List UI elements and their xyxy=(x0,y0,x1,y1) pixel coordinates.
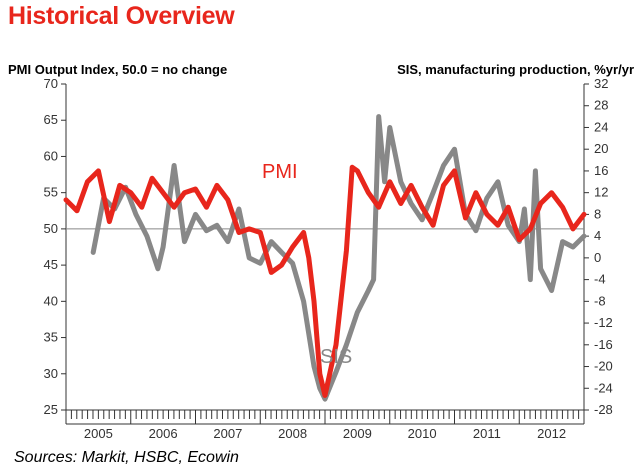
right-axis-title: SIS, manufacturing production, %yr/yr xyxy=(397,62,634,77)
right-tick-label: 28 xyxy=(594,98,608,113)
left-tick-label: 35 xyxy=(44,330,58,345)
year-label: 2011 xyxy=(473,426,501,441)
series-label-pmi: PMI xyxy=(262,161,298,183)
right-tick-label: -8 xyxy=(594,293,606,308)
left-tick-label: 60 xyxy=(44,148,58,163)
year-label: 2012 xyxy=(537,426,566,441)
left-tick-label: 55 xyxy=(44,185,58,200)
right-tick-label: 32 xyxy=(594,76,608,91)
left-axis-title: PMI Output Index, 50.0 = no change xyxy=(8,62,228,77)
left-tick-label: 70 xyxy=(44,76,58,91)
year-label: 2005 xyxy=(84,426,113,441)
source-note: Sources: Markit, HSBC, Ecowin xyxy=(14,449,239,466)
right-tick-label: 4 xyxy=(594,228,601,243)
right-tick-label: -24 xyxy=(594,380,613,395)
right-tick-label: -20 xyxy=(594,359,613,374)
year-label: 2009 xyxy=(343,426,372,441)
right-tick-label: 12 xyxy=(594,185,608,200)
year-label: 2008 xyxy=(278,426,307,441)
left-tick-label: 45 xyxy=(44,257,58,272)
right-tick-label: 16 xyxy=(594,163,608,178)
right-tick-label: -16 xyxy=(594,337,613,352)
left-tick-label: 50 xyxy=(44,221,58,236)
right-tick-label: 8 xyxy=(594,206,601,221)
right-tick-label: 0 xyxy=(594,250,601,265)
left-tick-label: 25 xyxy=(44,402,58,417)
right-tick-label: -4 xyxy=(594,272,606,287)
series-label-sis: SIS xyxy=(320,346,352,368)
right-tick-label: 20 xyxy=(594,141,608,156)
left-tick-label: 40 xyxy=(44,293,58,308)
year-label: 2006 xyxy=(149,426,178,441)
right-tick-label: 24 xyxy=(594,119,608,134)
series-line-pmi xyxy=(63,164,587,398)
year-label: 2007 xyxy=(213,426,242,441)
year-label: 2010 xyxy=(408,426,437,441)
left-tick-label: 65 xyxy=(44,112,58,127)
left-tick-label: 30 xyxy=(44,366,58,381)
right-tick-label: -28 xyxy=(594,402,613,417)
chart-title: Historical Overview xyxy=(8,2,235,30)
right-tick-label: -12 xyxy=(594,315,613,330)
